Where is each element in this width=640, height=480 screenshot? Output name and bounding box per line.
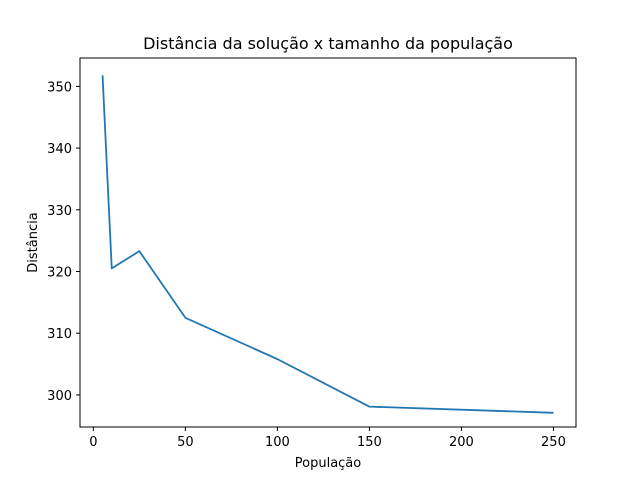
y-tick-label: 330 <box>47 204 72 219</box>
series-line <box>101 75 554 414</box>
x-axis-label: População <box>295 456 362 471</box>
x-axis: 0 50 100 150 200 250 <box>89 427 566 450</box>
series-layer <box>101 75 554 414</box>
y-axis: 300 310 320 330 340 350 <box>47 80 80 404</box>
y-tick-label: 320 <box>47 266 72 281</box>
x-tick-label: 100 <box>265 435 290 450</box>
plot-frame <box>79 57 577 428</box>
x-tick-label: 50 <box>177 435 194 450</box>
x-tick-label: 150 <box>357 435 382 450</box>
x-tick-label: 200 <box>449 435 474 450</box>
y-axis-label: Distância <box>26 212 41 272</box>
y-tick-label: 340 <box>47 142 72 157</box>
x-tick-label: 0 <box>89 435 97 450</box>
chart-title: Distância da solução x tamanho da popula… <box>143 34 513 53</box>
y-tick-label: 300 <box>47 389 72 404</box>
y-tick-label: 310 <box>47 327 72 342</box>
y-tick-label: 350 <box>47 80 72 95</box>
x-tick-label: 250 <box>541 435 566 450</box>
